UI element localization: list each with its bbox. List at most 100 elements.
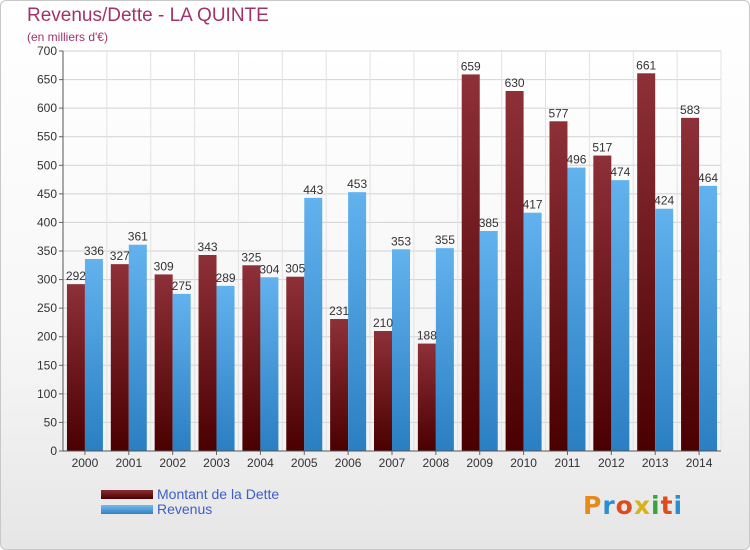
bar-revenus-2014 [699,185,718,451]
y-tick-label: 400 [37,215,57,229]
data-label-dette-2014: 583 [680,103,700,117]
data-label-dette-2011: 577 [548,106,568,120]
bar-dette-2004 [242,265,261,451]
y-tick-label: 650 [37,73,57,87]
bar-dette-2012 [593,155,612,452]
bar-revenus-2005 [304,197,323,451]
bar-revenus-2009 [479,231,498,451]
y-tick-label: 100 [37,387,57,401]
x-tick-label: 2012 [598,456,625,470]
legend-swatch-revenus [101,505,153,514]
legend-swatch-dette [101,490,153,499]
bar-revenus-2013 [655,208,674,451]
data-label-revenus-2013: 424 [654,194,674,208]
x-tick-label: 2006 [335,456,362,470]
data-label-revenus-2001: 361 [128,230,148,244]
bar-revenus-2001 [128,244,147,451]
x-tick-label: 2002 [159,456,186,470]
logo-letter: o [615,491,634,520]
y-tick-label: 500 [37,158,57,172]
logo-letter: r [602,491,616,520]
bar-dette-2002 [154,274,173,451]
bar-dette-2010 [505,91,524,451]
x-tick-label: 2010 [510,456,537,470]
data-label-dette-2005: 305 [285,262,305,276]
data-label-revenus-2010: 417 [523,198,543,212]
bar-dette-2013 [637,73,656,452]
data-label-revenus-2002: 275 [172,279,192,293]
data-label-revenus-2009: 385 [479,216,499,230]
logo-letter: i [651,491,661,520]
data-label-revenus-2012: 474 [610,165,630,179]
data-label-revenus-2011: 496 [566,153,586,167]
x-tick-label: 2009 [466,456,493,470]
bar-revenus-2003 [216,285,235,451]
bar-dette-2003 [198,255,217,451]
data-label-dette-2007: 210 [373,316,393,330]
data-label-revenus-2008: 355 [435,233,455,247]
data-label-dette-2002: 309 [154,259,174,273]
chart-subtitle: (en milliers d'€) [27,30,108,44]
bar-revenus-2000 [84,259,103,451]
logo-letter: i [673,491,684,520]
y-tick-label: 250 [37,301,57,315]
data-label-dette-2012: 517 [592,141,612,155]
y-tick-label: 300 [37,273,57,287]
logo-letter: t [660,491,674,520]
y-tick-label: 600 [37,101,57,115]
legend-label-dette: Montant de la Dette [157,486,280,502]
x-tick-label: 2013 [642,456,669,470]
data-label-dette-2006: 231 [329,304,349,318]
y-tick-label: 450 [37,187,57,201]
x-tick-label: 2011 [555,456,581,470]
data-label-dette-2003: 343 [198,240,218,254]
x-tick-label: 2004 [247,456,274,470]
x-tick-label: 2001 [115,456,142,470]
bar-dette-2001 [110,264,129,451]
bar-revenus-2008 [435,248,454,451]
x-tick-label: 2003 [203,456,230,470]
bar-dette-2014 [681,117,700,451]
bar-revenus-2007 [392,249,410,451]
x-tick-label: 2000 [72,456,99,470]
data-label-revenus-2006: 453 [347,177,367,191]
y-tick-label: 200 [37,330,57,344]
y-tick-label: 150 [37,358,57,372]
x-tick-label: 2005 [291,456,318,470]
y-tick-label: 50 [44,415,58,429]
y-tick-label: 550 [37,130,57,144]
legend-label-revenus: Revenus [157,501,213,517]
bar-revenus-2012 [611,180,630,451]
bar-revenus-2011 [567,167,586,452]
proxiti-logo: Proxiti [583,491,683,520]
data-label-revenus-2014: 464 [698,171,718,185]
bar-revenus-2006 [348,192,367,451]
data-label-dette-2004: 325 [241,250,261,264]
bar-revenus-2010 [523,212,542,451]
bar-dette-2007 [374,331,392,451]
data-label-dette-2008: 188 [417,329,437,343]
data-label-revenus-2007: 353 [391,234,411,248]
logo-letter: x [633,491,651,520]
bar-revenus-2004 [260,277,279,451]
chart-title: Revenus/Dette - LA QUINTE [27,5,269,26]
x-tick-label: 2008 [423,456,450,470]
bar-dette-2000 [66,284,85,451]
data-label-dette-2001: 327 [110,249,130,263]
data-label-dette-2000: 292 [66,269,86,283]
data-label-revenus-2003: 289 [216,271,236,285]
y-tick-label: 350 [37,244,57,258]
data-label-revenus-2004: 304 [259,262,279,276]
x-tick-label: 2007 [379,456,406,470]
bar-dette-2005 [286,276,305,451]
data-label-revenus-2005: 443 [303,183,323,197]
data-label-dette-2010: 630 [505,76,525,90]
bar-dette-2006 [330,319,349,451]
logo-letter: P [583,491,603,520]
bar-dette-2009 [461,74,480,451]
y-tick-label: 0 [50,444,57,458]
data-label-dette-2009: 659 [461,59,481,73]
bar-revenus-2002 [172,293,191,451]
y-tick-label: 700 [37,44,57,58]
